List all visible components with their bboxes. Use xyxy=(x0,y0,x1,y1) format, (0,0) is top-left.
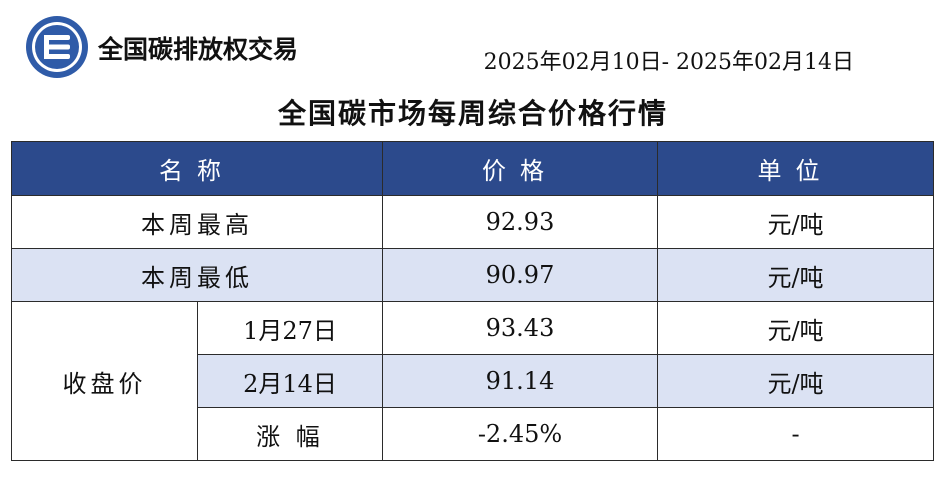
row-price: 92.93 xyxy=(382,195,658,249)
column-header-name: 名称 xyxy=(11,141,383,196)
date-range: 2025年02月10日- 2025年02月14日 xyxy=(483,50,854,75)
row-label: 本周最低 xyxy=(11,248,383,302)
column-header-unit: 单位 xyxy=(657,141,934,196)
row-label: 本周最高 xyxy=(11,195,383,249)
column-header-price: 价格 xyxy=(382,141,658,196)
price-table: 名称 价格 单位 本周最高 92.93 元/吨 本周最低 90.97 元/吨 收… xyxy=(11,141,934,461)
row-unit: 元/吨 xyxy=(657,354,934,408)
table-row: 涨 幅 -2.45% - xyxy=(12,407,934,461)
brand-name: 全国碳排放权交易 xyxy=(98,35,299,64)
row-unit: 元/吨 xyxy=(657,248,934,302)
table-row: 收盘价 1月27日 93.43 元/吨 xyxy=(11,301,934,461)
row-price: -2.45% xyxy=(382,407,658,461)
row-unit: - xyxy=(657,407,934,461)
row-price: 91.14 xyxy=(382,354,658,408)
row-price: 93.43 xyxy=(382,301,658,355)
exchange-logo-icon xyxy=(26,16,88,78)
closing-sub-label: 1月27日 xyxy=(197,301,383,355)
row-price: 90.97 xyxy=(382,248,658,302)
closing-sub-label: 2月14日 xyxy=(197,354,383,408)
row-unit: 元/吨 xyxy=(657,195,934,249)
page-title: 全国碳市场每周综合价格行情 xyxy=(277,97,668,130)
row-unit: 元/吨 xyxy=(657,301,934,355)
closing-price-label: 收盘价 xyxy=(11,301,198,461)
table-row: 本周最低 90.97 元/吨 xyxy=(11,248,934,302)
table-row: 2月14日 91.14 元/吨 xyxy=(12,354,934,408)
table-row: 本周最高 92.93 元/吨 xyxy=(11,195,934,249)
table-header-row: 名称 价格 单位 xyxy=(11,141,934,196)
closing-sub-label: 涨 幅 xyxy=(197,407,383,461)
